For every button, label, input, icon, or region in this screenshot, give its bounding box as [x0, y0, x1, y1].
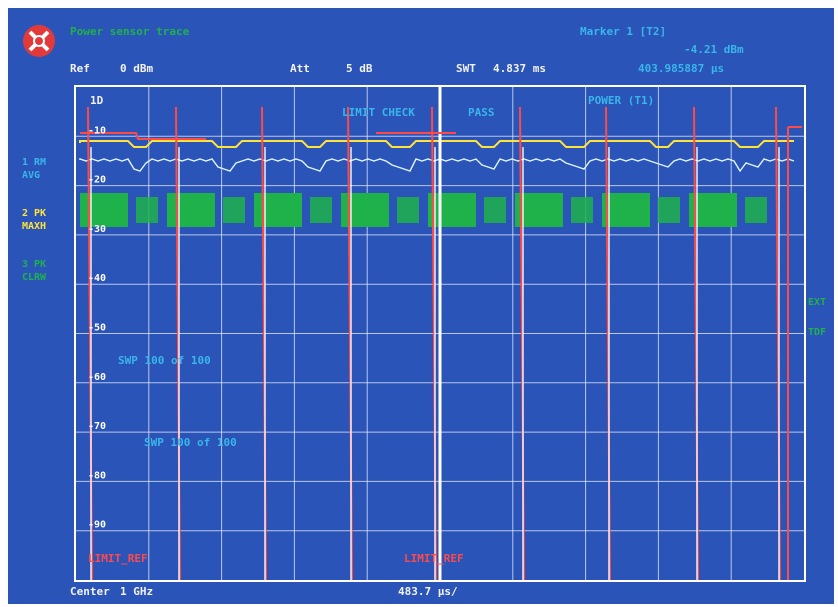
y-tick-label: -50: [88, 323, 106, 334]
limit-label-mid: LIMIT_REF: [404, 552, 464, 565]
burst-block: [515, 193, 563, 227]
ext-indicator: EXT: [808, 297, 827, 308]
range-label: 1D: [90, 94, 104, 107]
y-tick-label: -20: [88, 175, 106, 186]
span-per-div: 483.7 µs/: [398, 585, 458, 598]
att-value: 5 dB: [346, 62, 373, 75]
swt-label: SWT: [456, 62, 476, 75]
ref-value: 0 dBm: [120, 62, 154, 75]
burst-gap-block: [136, 197, 158, 223]
limit-label-left: LIMIT_REF: [88, 552, 148, 565]
tdf-indicator: TDF: [808, 327, 827, 338]
ref-label: Ref: [70, 62, 90, 75]
burst-gap-block: [571, 197, 593, 223]
power-label: POWER (T1): [588, 94, 655, 107]
limit-line: [80, 132, 456, 140]
y-tick-label: -40: [88, 273, 106, 284]
y-tick-label: -60: [88, 372, 106, 383]
y-tick-label: -70: [88, 421, 106, 432]
y-axis-labels: -10 -20 -30 -40 -50 -60 -70 -80 -90: [88, 125, 106, 530]
sweep-count-2: SWP 100 of 100: [144, 436, 237, 449]
limit-check-result: PASS: [468, 106, 495, 119]
marker-level: -4.21 dBm: [684, 43, 744, 56]
trace3-label: 3 PK: [22, 259, 47, 270]
limit-line-right: [787, 126, 802, 580]
center-value: 1 GHz: [120, 585, 154, 598]
burst-block: [80, 193, 128, 227]
burst-gap-block: [658, 197, 680, 223]
y-tick-label: -90: [88, 520, 106, 531]
burst-block: [254, 193, 302, 227]
logo-icon: [23, 25, 55, 57]
burst-blocks: [80, 193, 767, 227]
burst-gap-block: [310, 197, 332, 223]
maxhold-trace: [79, 140, 794, 148]
trace1-label: 1 RM: [22, 157, 47, 168]
trace2-mode: MAXH: [22, 221, 47, 232]
trace1-mode: AVG: [22, 170, 41, 181]
burst-block: [602, 193, 650, 227]
burst-block: [167, 193, 215, 227]
burst-gap-block: [484, 197, 506, 223]
traces: [79, 87, 802, 581]
marker-label: Marker 1 [T2]: [580, 25, 667, 38]
burst-block: [689, 193, 737, 227]
burst-gap-block: [223, 197, 245, 223]
burst-gap-block: [745, 197, 767, 223]
burst-gap-block: [397, 197, 419, 223]
y-tick-label: -80: [88, 470, 106, 481]
y-tick-label: -30: [88, 224, 106, 235]
swt-value: 4.837 ms: [493, 62, 546, 75]
y-tick-label: -10: [88, 125, 106, 136]
screen-title: Power sensor trace: [70, 25, 190, 38]
analyzer-screen: Power sensor trace Marker 1 [T2] -4.21 d…: [8, 8, 834, 604]
measurement-plot: -10 -20 -30 -40 -50 -60 -70 -80 -90 1D LIMIT CHE…: [74, 85, 806, 582]
att-label: Att: [290, 62, 310, 75]
burst-block: [428, 193, 476, 227]
plot-canvas: -10 -20 -30 -40 -50 -60 -70 -80 -90: [76, 87, 804, 581]
trace3-mode: CLRW: [22, 272, 47, 283]
sweep-count-1: SWP 100 of 100: [118, 354, 211, 367]
average-trace: [79, 158, 795, 173]
limit-check-label: LIMIT CHECK: [342, 106, 415, 119]
center-label: Center: [70, 585, 110, 598]
marker-time: 403.985887 µs: [638, 62, 725, 75]
trace2-label: 2 PK: [22, 208, 47, 219]
